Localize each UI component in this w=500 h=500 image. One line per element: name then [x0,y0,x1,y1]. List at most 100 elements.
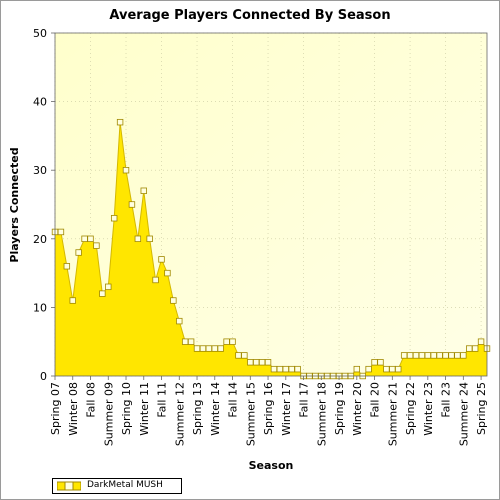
x-tick-label: Winter 17 [280,382,293,436]
x-tick-label: Summer 21 [386,382,399,446]
x-tick-label: Winter 14 [209,382,222,436]
data-point-marker [430,352,437,359]
data-point-marker [152,276,159,284]
data-point-marker [365,365,372,373]
data-point-marker [211,345,218,352]
data-point-marker [241,352,248,359]
data-point-marker [217,345,224,352]
x-tick-label: Fall 20 [369,382,382,418]
data-point-marker [187,338,195,345]
x-tick-label: Spring 16 [262,382,275,435]
x-tick-label: Fall 08 [85,382,98,418]
data-point-marker [424,352,432,359]
data-point-marker [110,215,118,222]
data-point-marker [436,352,443,359]
x-tick-label: Spring 25 [475,382,488,435]
data-point-marker [353,365,361,373]
data-point-marker [229,338,236,345]
legend-label: DarkMetal MUSH [87,480,163,490]
data-point-marker [294,365,301,373]
x-tick-label: Summer 24 [457,382,470,446]
data-point-marker [377,359,384,366]
data-point-marker [406,352,414,359]
x-tick-label: Spring 22 [404,382,417,435]
data-point-marker [454,352,461,359]
y-tick-label: 50 [33,27,47,40]
data-point-marker [471,345,479,352]
data-point-marker [282,365,289,373]
data-point-marker [400,352,408,359]
y-axis-label: Players Connected [8,147,21,262]
data-point-marker [140,187,147,194]
data-point-marker [235,352,242,359]
x-tick-label: Spring 13 [191,382,204,435]
x-tick-label: Summer 18 [315,382,328,446]
y-tick-label: 20 [33,233,47,246]
series-area [55,122,487,377]
data-point-marker [128,201,136,208]
data-point-marker [253,359,260,366]
x-tick-label: Fall 11 [156,382,169,418]
data-point-marker [87,235,94,242]
y-tick-label: 10 [33,301,47,314]
data-point-marker [63,263,71,270]
data-point-marker [276,365,284,373]
y-tick-label: 0 [40,370,47,383]
data-point-marker [181,338,189,345]
data-point-marker [99,290,106,297]
x-tick-label: Summer 09 [102,382,115,446]
data-point-marker [477,338,485,345]
data-point-marker [164,269,171,277]
data-point-marker [288,365,295,373]
data-point-marker [448,352,455,359]
data-point-marker [146,235,153,242]
legend: DarkMetal MUSH [52,478,182,494]
x-tick-label: Fall 14 [227,382,240,418]
data-point-marker [122,166,130,174]
data-point-marker [57,228,65,236]
data-point-marker [176,317,183,325]
x-tick-label: Summer 15 [244,382,257,446]
chart-title: Average Players Connected By Season [109,8,391,23]
data-point-marker [223,338,230,345]
data-point-marker [116,118,124,126]
data-point-marker [75,249,82,256]
data-point-marker [81,235,88,242]
data-point-marker [371,359,378,366]
data-point-marker [383,365,390,373]
data-point-marker [270,365,278,373]
data-point-marker [247,359,254,366]
x-tick-label: Winter 08 [67,382,80,436]
data-point-marker [264,359,272,366]
data-point-marker [199,345,207,352]
data-point-marker [134,235,142,242]
data-point-marker [205,345,213,352]
x-tick-label: Spring 07 [49,382,62,435]
data-point-marker [389,365,396,373]
x-tick-label: Winter 11 [138,382,151,436]
data-point-marker [170,297,177,304]
data-point-marker [412,352,420,359]
y-tick-label: 40 [33,96,47,109]
data-point-marker [69,297,76,304]
data-point-marker [193,345,201,352]
data-point-marker [442,352,449,359]
data-point-marker [460,352,467,359]
data-point-marker [258,359,266,366]
x-tick-label: Spring 10 [120,382,133,435]
data-point-marker [395,365,402,373]
data-point-marker [93,242,100,249]
x-axis-label: Season [249,459,294,472]
data-point-marker [466,345,473,352]
x-tick-label: Winter 20 [351,382,364,436]
plot-border [54,32,488,377]
data-point-marker [418,352,426,359]
x-tick-label: Winter 23 [422,382,435,436]
x-tick-label: Fall 23 [440,382,453,418]
y-tick-label: 30 [33,164,47,177]
x-tick-label: Spring 19 [333,382,346,435]
data-point-marker [105,283,112,291]
x-tick-label: Summer 12 [173,382,186,446]
data-point-marker [158,256,165,263]
